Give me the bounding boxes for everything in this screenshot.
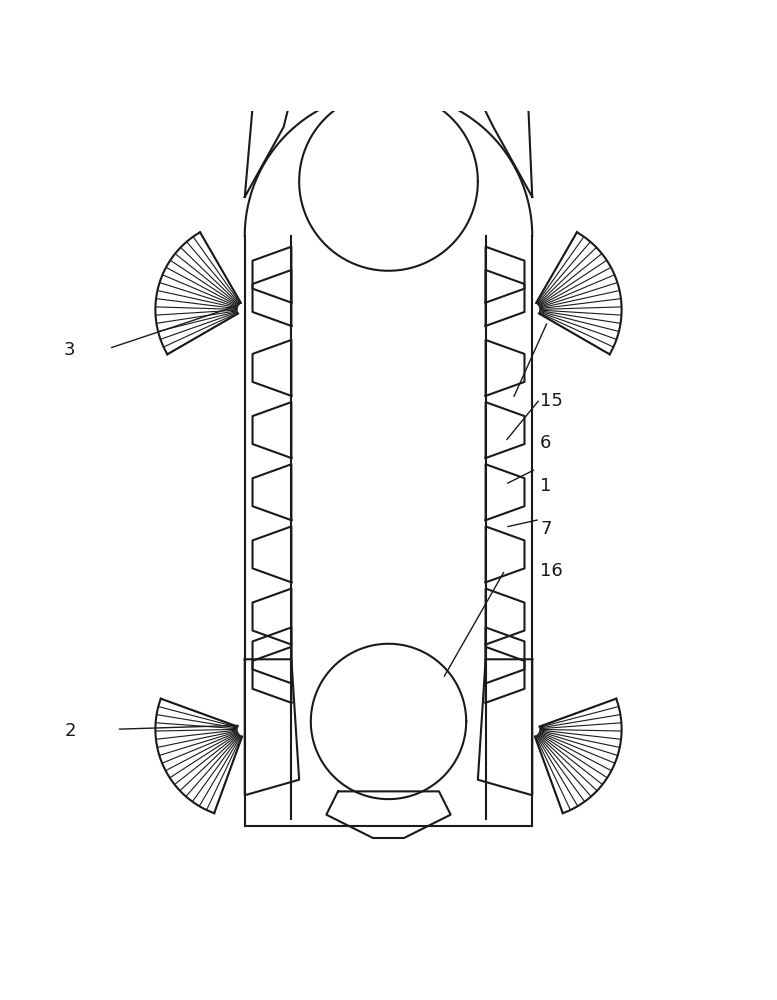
Text: 7: 7 — [540, 520, 552, 538]
Text: 3: 3 — [64, 341, 75, 359]
Text: 6: 6 — [540, 434, 552, 452]
Text: 15: 15 — [540, 392, 563, 410]
Text: 16: 16 — [540, 562, 563, 580]
Text: 1: 1 — [540, 477, 552, 495]
Text: 2: 2 — [64, 722, 75, 740]
